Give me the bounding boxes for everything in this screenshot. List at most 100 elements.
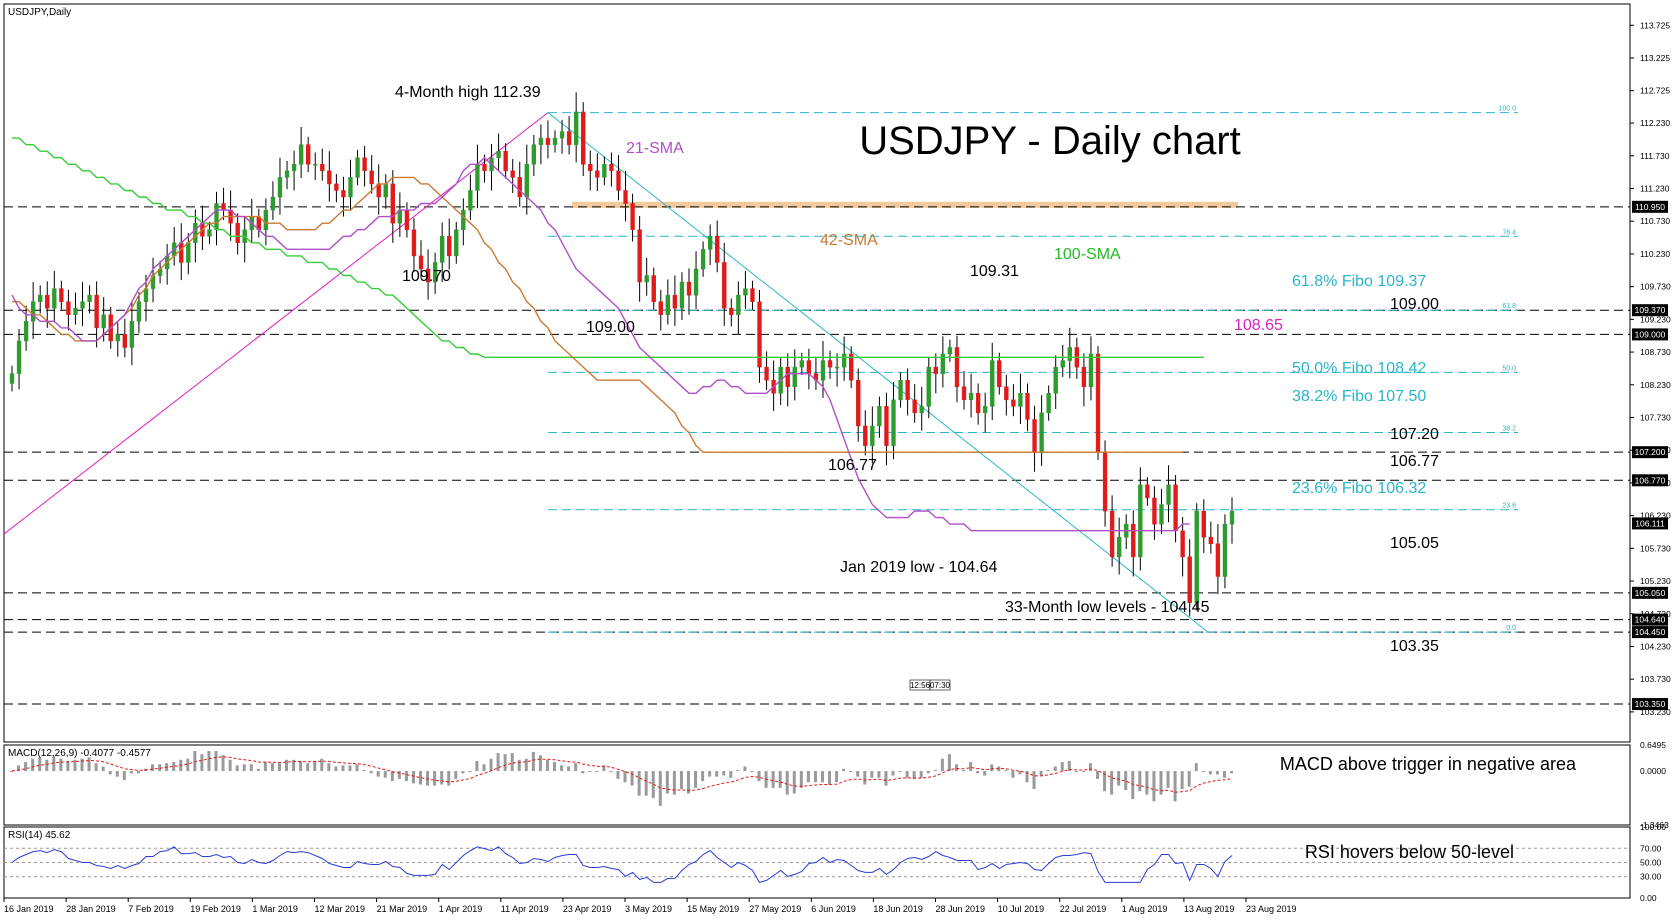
macd-bar [891,771,895,776]
candle-body [849,353,854,381]
macd-bar [433,771,437,786]
macd-bar [616,771,620,779]
macd-bar [1201,771,1205,773]
macd-bar [1074,771,1078,773]
candle-body [80,301,85,309]
rsi-line [11,846,1233,883]
y-tick-label: 105.730 [1640,543,1671,553]
macd-bar [362,769,366,772]
macd-bar [1187,771,1191,787]
candle-body [418,255,424,270]
candle-body [496,150,501,158]
candle-body [38,294,43,302]
candle-body [277,177,283,198]
candle-body [1116,536,1122,558]
macd-bar [299,760,303,772]
price-badge-box [1632,328,1668,341]
macd-bar [771,771,775,788]
candle-body [1095,353,1101,453]
macd-bar [835,771,839,783]
macd-bar [397,771,401,779]
candle-body [383,183,388,198]
candle-body [1180,530,1185,558]
macd-bar [186,758,190,772]
macd-bar [355,764,359,772]
macd-bar [574,763,578,772]
annotation-label: 42-SMA [820,232,878,249]
candle-body [715,236,720,263]
rsi-tick-label: 70.00 [1640,843,1662,853]
y-tick-label: 112.725 [1640,86,1670,96]
candle-body [1032,419,1037,453]
candle-body [193,222,198,244]
macd-panel-frame [3,744,1631,826]
macd-bar [1046,769,1050,772]
candle-body [454,229,459,257]
candle-body [729,307,734,316]
candle-body [609,164,614,172]
y-tick-label: 103.730 [1640,674,1671,684]
candle-body [1194,510,1199,603]
symbol-label: USDJPY,Daily [8,7,71,18]
candle-body [799,360,805,368]
annotation-label: 109.31 [970,263,1019,280]
candle-body [1229,510,1235,525]
price-badge-label: 106.770 [1635,475,1666,485]
macd-bar [390,771,394,782]
candle-body [700,249,706,270]
sma21-line [11,156,1190,532]
macd-bar [976,771,980,774]
macd-bar [440,771,444,785]
chart-title: USDJPY - Daily chart [859,119,1241,163]
macd-annotation: MACD above trigger in negative area [1280,754,1577,774]
candle-body [983,406,988,414]
annotation-label: Jan 2019 low - 104.64 [840,559,998,576]
candle-body [1025,393,1030,420]
candle-body [404,209,410,230]
macd-bar [172,762,176,772]
macd-bar [792,771,796,794]
macd-bar [602,765,606,772]
trendline-cyan [547,112,1209,633]
macd-bar [743,766,747,772]
macd-bar [306,763,310,772]
candle-body [954,347,960,387]
y-tick-label: 105.230 [1640,576,1671,586]
y-tick-label: 107.730 [1640,412,1671,422]
candle-body [595,170,600,178]
macd-bar [1018,771,1022,775]
macd-bar [729,771,733,778]
macd-bar [73,759,77,772]
candle-body [905,379,910,401]
price-badge-box [1632,474,1668,487]
x-tick-label: 27 May 2019 [749,904,801,914]
candle-body [616,170,621,191]
annotation-label: 38.2% Fibo 107.50 [1292,388,1426,405]
price-badge-box [1632,698,1668,711]
y-tick-label: 111.730 [1640,151,1670,161]
macd-bar [658,771,662,806]
x-tick-label: 15 May 2019 [687,904,739,914]
macd-tick-label: 0.0000 [1640,766,1666,776]
macd-bar [694,771,698,788]
macd-bar [1011,771,1015,778]
macd-bar [708,771,712,777]
macd-bar [87,757,91,772]
candle-body [425,268,431,283]
annotation-label: 33-Month low levels - 104.45 [1005,599,1210,616]
x-tick-label: 18 Jun 2019 [873,904,923,914]
macd-bar [595,771,599,773]
candle-body [1222,523,1228,577]
macd-bar [334,766,338,772]
macd-bar [510,753,514,772]
candle-body [73,307,78,316]
candle-body [524,164,529,198]
macd-bar [214,750,218,772]
macd-bar [1166,771,1170,788]
candle-body [623,190,628,204]
macd-bar [1145,771,1149,795]
candle-body [235,222,240,244]
macd-bar [806,771,810,783]
x-tick-label: 16 Jan 2019 [4,904,54,914]
